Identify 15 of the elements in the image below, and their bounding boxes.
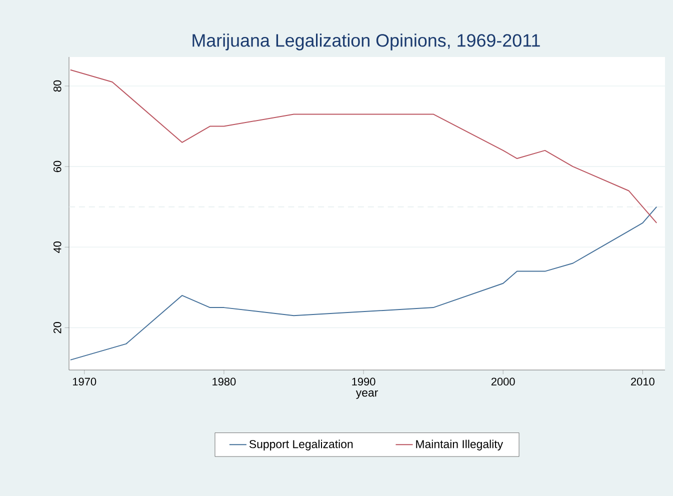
x-tick-label: 2000	[491, 378, 515, 386]
line-series	[70, 206, 658, 360]
y-tick-label: 40	[53, 241, 62, 253]
x-tick-label: 1980	[212, 378, 236, 386]
y-tick-label: 80	[53, 80, 62, 92]
legend-label: Support Legalization	[249, 440, 353, 450]
legend-label: Maintain Illegality	[416, 440, 504, 450]
y-tick-label: 20	[53, 322, 62, 334]
line-series	[70, 69, 658, 224]
x-tick-label: 1970	[73, 378, 96, 386]
x-tick-label: 2010	[631, 378, 654, 386]
x-tick-label: 1990	[352, 378, 376, 386]
chart-title: Marijuana Legalization Opinions, 1969-2011	[192, 34, 540, 50]
y-tick-label: 60	[53, 160, 62, 172]
x-axis-title: year	[356, 390, 378, 399]
